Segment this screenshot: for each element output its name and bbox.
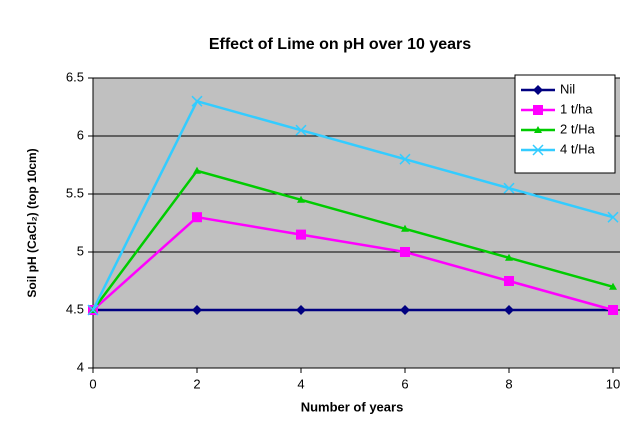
marker [296, 305, 306, 315]
y-tick-label: 4.5 [66, 301, 84, 316]
legend-marker [532, 144, 544, 156]
marker [504, 276, 514, 286]
marker [192, 212, 202, 223]
legend-marker [534, 126, 542, 133]
y-tick-label: 6.5 [66, 69, 84, 84]
legend-marker [533, 105, 543, 115]
legend-marker [533, 85, 543, 95]
y-tick-label: 6 [77, 127, 84, 142]
marker [296, 229, 306, 240]
series-line [91, 169, 614, 311]
marker [87, 304, 99, 316]
x-tick-label: 4 [297, 376, 304, 391]
marker [401, 224, 409, 232]
chart-title: Effect of Lime on pH over 10 years [209, 36, 471, 53]
marker [504, 305, 514, 315]
legend-box [514, 74, 616, 174]
marker [297, 195, 305, 203]
x-tick-label: 6 [401, 376, 408, 391]
y-tick-label: 5 [77, 243, 84, 258]
marker [503, 182, 515, 194]
marker [295, 124, 307, 136]
y-tick-label: 5.5 [66, 185, 84, 200]
marker [399, 153, 411, 165]
marker [192, 305, 202, 315]
legend-label: 1 t/ha [560, 101, 593, 116]
marker [193, 166, 201, 174]
marker [609, 282, 617, 290]
x-tick-label: 2 [193, 376, 200, 391]
series-line [92, 215, 614, 312]
x-tick-label: 10 [606, 376, 620, 391]
marker [505, 253, 513, 261]
legend-label: 2 t/Ha [560, 121, 595, 136]
marker [400, 247, 410, 257]
legend-label: 4 t/Ha [560, 141, 595, 156]
x-axis-label: Number of years [301, 399, 404, 414]
marker [400, 305, 410, 315]
y-axis-label: Soil pH (CaCl₂) (top 10cm) [25, 148, 39, 297]
y-tick-label: 4 [77, 359, 84, 374]
x-tick-label: 8 [505, 376, 512, 391]
marker [191, 95, 203, 107]
legend-label: Nil [560, 81, 575, 96]
marker [608, 305, 618, 315]
marker [607, 211, 619, 223]
x-tick-label: 0 [89, 376, 96, 391]
series-line [91, 99, 614, 311]
